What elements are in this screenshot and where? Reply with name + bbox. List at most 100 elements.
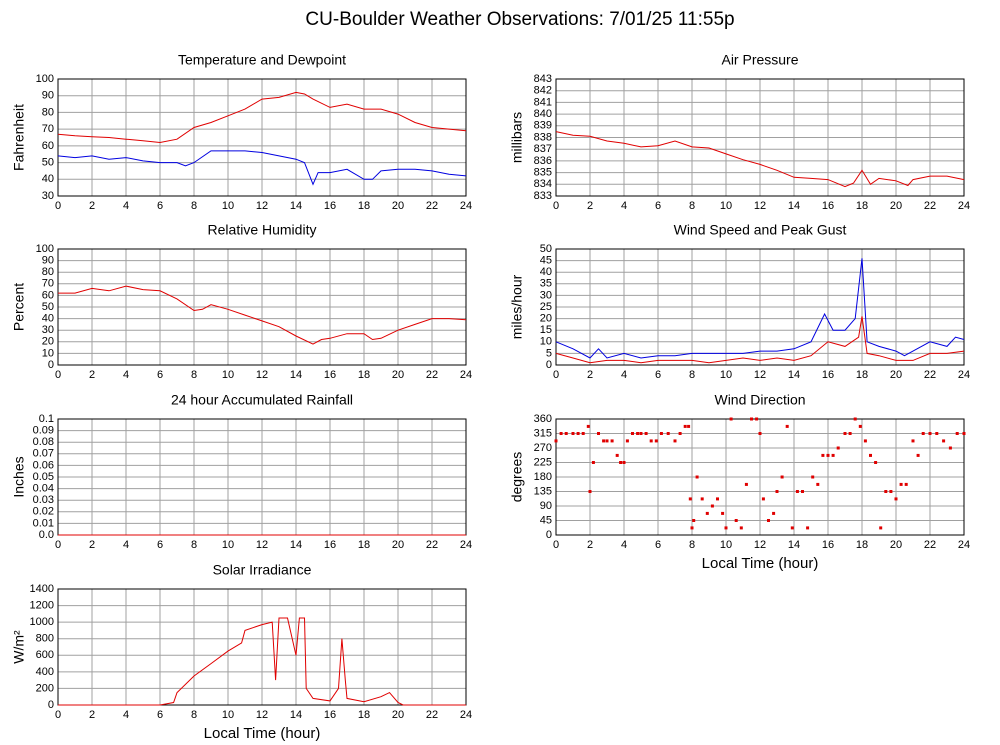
x-tick-label: 4 xyxy=(123,369,129,381)
x-tick-label: 10 xyxy=(222,200,234,212)
data-point xyxy=(790,526,794,530)
x-tick-label: 4 xyxy=(621,539,627,551)
x-tick-label: 14 xyxy=(290,200,302,212)
data-point xyxy=(644,432,648,435)
page-title: CU-Boulder Weather Observations: 7/01/25… xyxy=(305,9,734,30)
x-tick-label: 20 xyxy=(890,369,902,381)
data-point xyxy=(636,432,640,435)
y-axis-label: Fahrenheit xyxy=(11,104,27,171)
data-point xyxy=(688,497,692,501)
chart-title: 24 hour Accumulated Rainfall xyxy=(171,392,353,408)
y-tick-label: 60 xyxy=(42,289,54,301)
x-tick-label: 2 xyxy=(89,369,95,381)
data-point xyxy=(899,482,903,486)
data-point xyxy=(935,432,939,435)
y-tick-label: 838 xyxy=(534,131,552,143)
x-tick-label: 20 xyxy=(890,200,902,212)
y-tick-label: 90 xyxy=(42,255,54,267)
x-tick-label: 2 xyxy=(89,709,95,721)
x-tick-label: 20 xyxy=(392,200,404,212)
data-point xyxy=(884,490,888,493)
y-tick-label: 25 xyxy=(540,301,552,313)
x-tick-label: 12 xyxy=(256,369,268,381)
y-tick-label: 60 xyxy=(42,140,54,152)
x-tick-label: 16 xyxy=(324,369,336,381)
x-tick-label: 14 xyxy=(290,369,302,381)
y-tick-label: 0 xyxy=(48,359,54,371)
y-tick-label: 30 xyxy=(42,190,54,202)
x-tick-label: 8 xyxy=(689,200,695,212)
y-tick-label: 90 xyxy=(42,90,54,102)
chart-title: Solar Irradiance xyxy=(213,562,312,578)
data-point xyxy=(705,511,709,515)
x-tick-label: 8 xyxy=(191,539,197,551)
y-tick-label: 400 xyxy=(36,666,54,678)
data-point xyxy=(780,475,784,479)
x-tick-label: 20 xyxy=(392,539,404,551)
x-tick-label: 20 xyxy=(392,369,404,381)
x-tick-label: 0 xyxy=(55,200,61,212)
x-tick-label: 6 xyxy=(655,369,661,381)
data-line xyxy=(555,131,965,188)
x-tick-label: 24 xyxy=(958,369,970,381)
x-tick-label: 20 xyxy=(392,709,404,721)
data-line xyxy=(58,285,467,345)
data-point xyxy=(758,432,762,435)
x-tick-label: 8 xyxy=(689,539,695,551)
y-tick-label: 80 xyxy=(42,266,54,278)
x-tick-label: 0 xyxy=(553,369,559,381)
chart-title: Air Pressure xyxy=(721,52,798,68)
y-tick-label: 40 xyxy=(42,173,54,185)
x-tick-label: 0 xyxy=(55,369,61,381)
x-tick-label: 16 xyxy=(822,200,834,212)
y-tick-label: 50 xyxy=(42,301,54,313)
data-point xyxy=(625,439,629,443)
data-point xyxy=(826,453,830,457)
data-point xyxy=(772,511,776,515)
y-tick-label: 0.08 xyxy=(33,436,54,448)
y-axis-label: Percent xyxy=(11,283,27,331)
x-tick-label: 22 xyxy=(426,539,438,551)
x-tick-label: 18 xyxy=(358,369,370,381)
x-tick-label: 10 xyxy=(222,369,234,381)
y-tick-label: 837 xyxy=(534,143,552,155)
y-tick-label: 839 xyxy=(534,120,552,132)
data-point xyxy=(597,432,600,435)
data-point xyxy=(775,490,779,493)
y-tick-label: 10 xyxy=(42,347,54,359)
y-tick-label: 10 xyxy=(540,336,552,348)
x-tick-label: 6 xyxy=(157,709,163,721)
x-tick-label: 22 xyxy=(426,709,438,721)
plot-border xyxy=(555,248,965,366)
x-tick-label: 6 xyxy=(157,539,163,551)
y-tick-label: 70 xyxy=(42,123,54,135)
y-tick-label: 840 xyxy=(534,108,552,120)
x-tick-label: 10 xyxy=(720,369,732,381)
data-point xyxy=(869,453,872,457)
plot-border xyxy=(57,588,467,706)
data-point xyxy=(554,439,558,443)
y-axis-label: W/m² xyxy=(11,630,27,664)
chart-title: Wind Speed and Peak Gust xyxy=(674,222,847,238)
x-tick-label: 24 xyxy=(460,369,472,381)
data-point xyxy=(729,417,733,421)
x-tick-label: 2 xyxy=(89,200,95,212)
y-tick-label: 0.09 xyxy=(33,425,54,437)
y-tick-label: 0 xyxy=(546,529,552,541)
data-point xyxy=(816,482,820,486)
x-tick-label: 4 xyxy=(123,200,129,212)
data-point xyxy=(921,432,925,435)
y-tick-label: 1000 xyxy=(30,616,54,628)
y-tick-label: 1400 xyxy=(30,583,54,595)
x-tick-label: 2 xyxy=(587,369,593,381)
data-point xyxy=(928,432,932,435)
y-tick-label: 90 xyxy=(540,500,552,512)
data-point xyxy=(588,490,592,493)
y-tick-label: 270 xyxy=(534,442,552,454)
data-point xyxy=(801,490,804,493)
data-point xyxy=(716,497,719,501)
x-tick-label: 22 xyxy=(924,369,936,381)
x-tick-label: 16 xyxy=(324,200,336,212)
y-tick-label: 0.0 xyxy=(39,529,54,541)
chart-title: Temperature and Dewpoint xyxy=(178,52,346,68)
